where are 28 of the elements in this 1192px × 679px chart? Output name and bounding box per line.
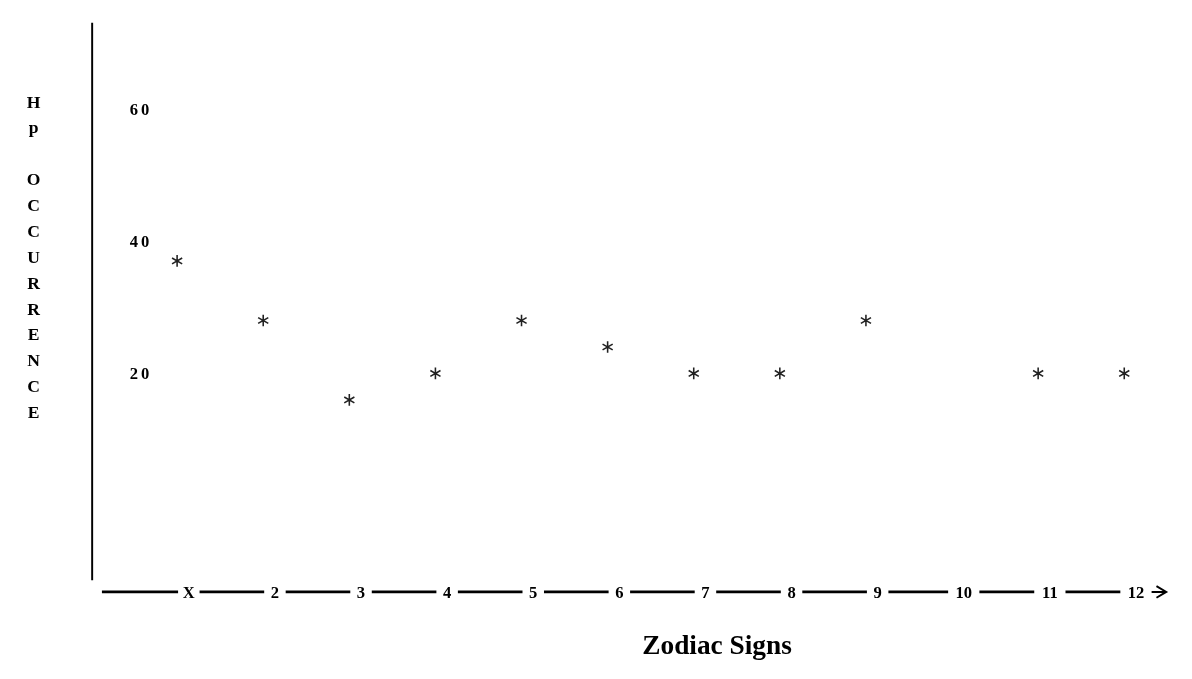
point [171, 254, 183, 268]
x-tick-label: X [182, 582, 195, 602]
point [773, 366, 786, 381]
point [1118, 366, 1131, 381]
x-tick-label: 11 [1042, 582, 1058, 602]
point [257, 313, 270, 328]
text: Hp OCCURRENCE [26, 91, 41, 423]
point [687, 366, 700, 381]
point [515, 313, 528, 328]
point [601, 340, 614, 354]
point [343, 393, 356, 407]
x-tick-label: 7 [701, 582, 710, 602]
x-tick-label: 8 [787, 582, 796, 602]
x-tick-label: 4 [442, 582, 452, 602]
x-tick-label: 9 [873, 582, 882, 602]
y-tick-label: 60 [129, 99, 153, 119]
y-tick-label: 40 [129, 231, 153, 251]
x-tick-label: 3 [356, 582, 366, 602]
x-tick-label: 10 [955, 582, 973, 602]
x-tick-label: 2 [270, 582, 280, 602]
point [429, 366, 442, 381]
x-axis-title: Zodiac Signs [642, 630, 792, 661]
x-tick-label: 12 [1127, 582, 1145, 602]
y-tick-label: 20 [129, 364, 153, 384]
point [860, 313, 872, 328]
x-tick-label: 6 [615, 582, 624, 602]
x-tick-label: 5 [529, 582, 538, 602]
point [1032, 366, 1044, 381]
